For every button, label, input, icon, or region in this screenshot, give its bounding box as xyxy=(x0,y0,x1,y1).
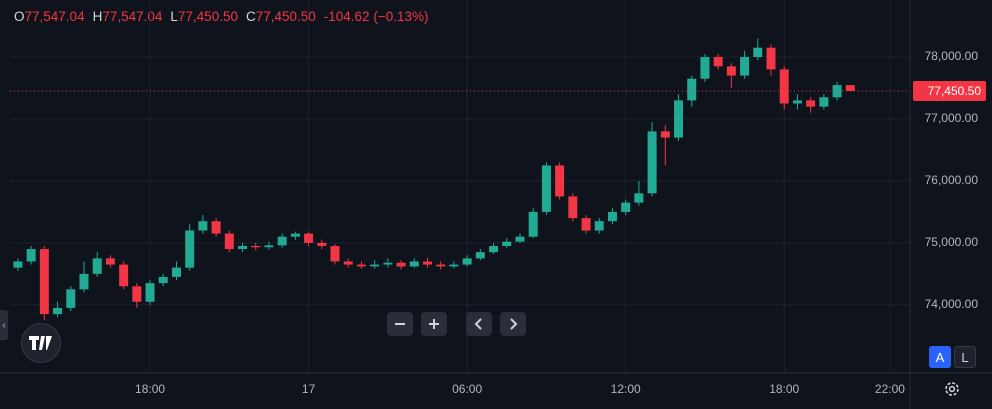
candle-body xyxy=(700,57,710,79)
candle-body xyxy=(806,100,816,107)
candle-body xyxy=(581,218,591,231)
x-tick-label: 22:00 xyxy=(875,382,905,396)
candle-body xyxy=(198,221,208,231)
x-tick-label: 18:00 xyxy=(135,382,165,396)
settings-button[interactable] xyxy=(943,380,961,398)
candle-body xyxy=(26,249,36,262)
candle-body xyxy=(317,242,327,246)
side-toggle[interactable]: ‹ xyxy=(0,310,8,340)
candle-body xyxy=(119,264,129,287)
candle-body xyxy=(158,276,168,284)
x-tick-label: 18:00 xyxy=(769,382,799,396)
candle-body xyxy=(621,202,631,212)
candle-body xyxy=(92,258,102,274)
zoom-in-button[interactable] xyxy=(421,312,447,336)
candle-body xyxy=(528,211,538,237)
ohlc-value: 77,450.50 xyxy=(255,9,316,24)
candle-body xyxy=(647,131,657,194)
ohlc-label: C xyxy=(245,9,256,24)
candle-body xyxy=(171,267,181,277)
logo-icon xyxy=(29,336,52,350)
candle-body xyxy=(396,262,406,267)
candle-body xyxy=(356,264,366,267)
last-price-label: 77,450.50 xyxy=(928,84,982,98)
candle-body xyxy=(766,47,776,70)
candle-body xyxy=(409,261,419,267)
ohlc-label: O xyxy=(14,9,25,24)
candle-body xyxy=(726,66,736,76)
candle-body xyxy=(674,100,684,138)
ohlc-legend: O77,547.04 H77,547.04 L77,450.50 C77,450.50… xyxy=(14,9,436,24)
candle-body xyxy=(779,69,789,104)
candle-body xyxy=(105,258,115,265)
candle-body xyxy=(475,252,485,259)
ohlc-label: L xyxy=(170,9,178,24)
candle-body xyxy=(211,221,221,234)
candle-body xyxy=(687,78,697,101)
candle-body xyxy=(541,165,551,212)
scroll-right-button[interactable] xyxy=(500,312,526,336)
candle-body xyxy=(39,249,49,315)
candle-body xyxy=(66,289,76,308)
auto-scale-button[interactable]: A xyxy=(929,346,951,368)
candle-body xyxy=(238,245,248,250)
candle-body xyxy=(832,85,842,98)
candle-body xyxy=(224,233,234,250)
y-tick-label: 77,000.00 xyxy=(925,111,979,125)
x-tick-label: 17 xyxy=(302,382,316,396)
candle-body xyxy=(462,258,472,265)
y-tick-label: 75,000.00 xyxy=(925,235,979,249)
candle-body xyxy=(740,57,750,76)
candle-body xyxy=(515,236,525,242)
candle-body xyxy=(304,233,314,243)
y-tick-label: 76,000.00 xyxy=(925,173,979,187)
candle-body xyxy=(343,261,353,265)
candle-body xyxy=(277,236,287,246)
candle-body xyxy=(79,273,89,290)
candle-body xyxy=(330,245,340,262)
y-tick-label: 74,000.00 xyxy=(925,297,979,311)
candle-body xyxy=(489,245,499,253)
candle-body xyxy=(594,221,604,231)
candle-body xyxy=(436,264,446,267)
change-value: -104.62 (−0.13%) xyxy=(323,9,429,24)
scroll-left-button[interactable] xyxy=(466,312,492,336)
log-scale-button[interactable]: L xyxy=(954,346,976,368)
x-tick-label: 12:00 xyxy=(611,382,641,396)
candle-body xyxy=(713,57,723,67)
y-tick-label: 78,000.00 xyxy=(925,49,979,63)
ohlc-value: 77,547.04 xyxy=(102,9,163,24)
candle-body xyxy=(845,85,855,92)
candle-body xyxy=(792,100,802,104)
candle-body xyxy=(568,196,578,219)
candle-body xyxy=(251,245,261,248)
last-price-box xyxy=(913,81,986,102)
candle-body xyxy=(132,286,142,302)
candle-body xyxy=(145,283,155,302)
candle-body xyxy=(423,261,432,265)
zoom-out-button[interactable] xyxy=(387,312,413,336)
logo[interactable] xyxy=(21,323,61,363)
candle-body xyxy=(53,307,63,315)
ohlc-value: 77,450.50 xyxy=(177,9,238,24)
candle-body xyxy=(449,264,459,267)
ohlc-value: 77,547.04 xyxy=(24,9,85,24)
candle-body xyxy=(660,131,670,138)
x-tick-label: 06:00 xyxy=(452,382,482,396)
candle-body xyxy=(290,233,300,237)
candle-body xyxy=(634,193,644,203)
candle-body xyxy=(555,165,565,197)
ohlc-label: H xyxy=(92,9,103,24)
candle-body xyxy=(753,47,763,58)
candle-body xyxy=(502,241,512,246)
candle-body xyxy=(819,97,829,107)
candle-body xyxy=(13,261,23,268)
candle-body xyxy=(185,230,195,268)
candle-body xyxy=(264,245,274,248)
candle-body xyxy=(383,262,393,265)
candle-body xyxy=(607,211,617,222)
candle-body xyxy=(370,264,380,267)
